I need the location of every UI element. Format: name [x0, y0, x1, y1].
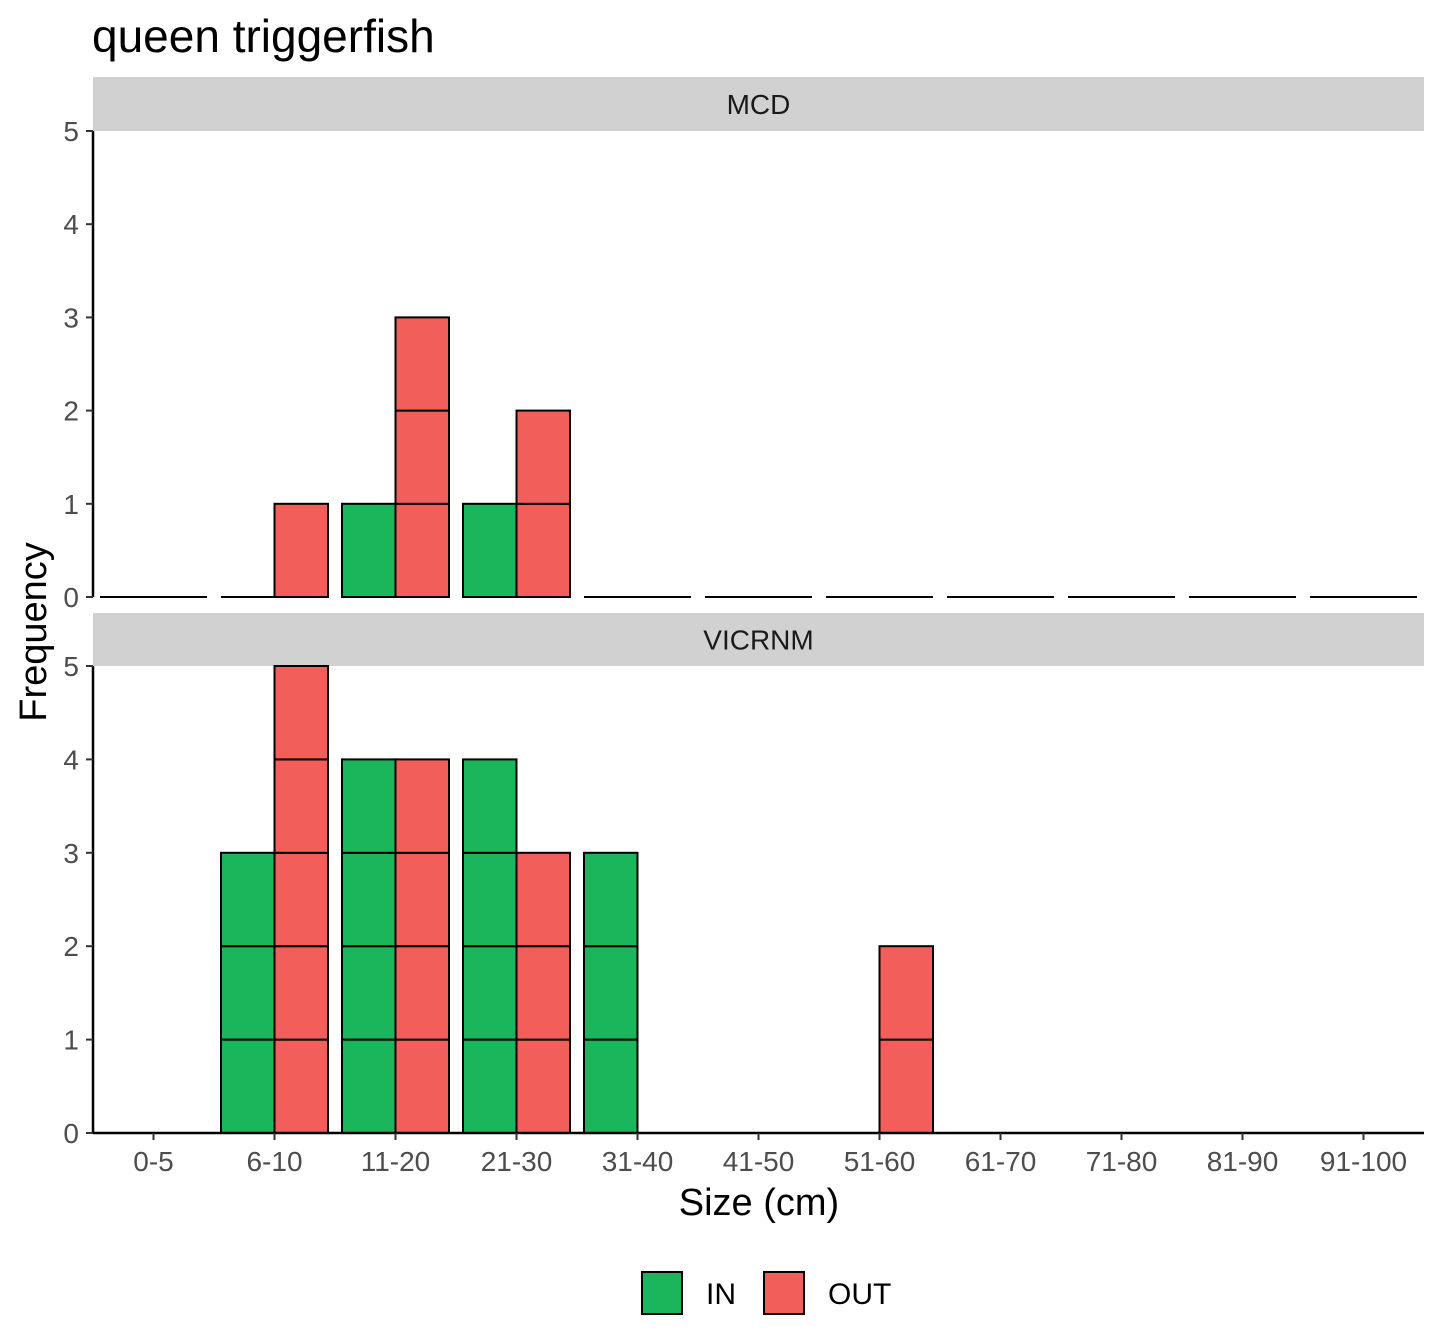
y-tick-label: 1	[63, 489, 79, 520]
y-axis-title: Frequency	[13, 542, 55, 722]
legend: IN OUT	[641, 1271, 891, 1315]
bar-out	[273, 1038, 329, 1134]
bar-out	[878, 945, 934, 1041]
bar-out	[515, 502, 571, 598]
y-tick-label: 3	[63, 302, 79, 333]
y-tick-label: 4	[63, 744, 79, 775]
bar-out	[515, 1038, 571, 1134]
bar-in	[220, 945, 276, 1041]
legend-key-out	[763, 1271, 805, 1315]
y-tick-label: 3	[63, 838, 79, 869]
y-tick-label: 2	[63, 396, 79, 427]
bar-in	[462, 758, 518, 854]
y-tick-label: 0	[63, 582, 79, 613]
bar-out	[273, 758, 329, 854]
x-tick-label: 0-5	[133, 1146, 173, 1177]
bar-in	[341, 945, 397, 1041]
bar-in	[583, 1038, 639, 1134]
facet-strip-label: VICRNM	[703, 625, 813, 656]
bar-out	[394, 1038, 450, 1134]
x-tick-label: 51-60	[844, 1146, 916, 1177]
x-tick-label: 11-20	[361, 1146, 431, 1177]
bar-out	[273, 945, 329, 1041]
bar-in	[341, 851, 397, 948]
bar-in	[220, 851, 276, 948]
facet-strip-label: MCD	[727, 89, 791, 120]
x-tick-label: 81-90	[1207, 1146, 1279, 1177]
x-tick-label: 71-80	[1086, 1146, 1158, 1177]
x-axis-title: Size (cm)	[679, 1182, 839, 1224]
bar-out	[515, 945, 571, 1041]
bar-out	[394, 502, 450, 598]
bar-out	[515, 409, 571, 505]
bar-in	[462, 851, 518, 948]
bar-in	[462, 502, 518, 598]
bar-in	[341, 1038, 397, 1134]
bar-in	[462, 945, 518, 1041]
x-tick-label: 6-10	[246, 1146, 302, 1177]
bar-out	[394, 316, 450, 412]
legend-label-in: IN	[706, 1278, 736, 1311]
panel-vicrnm: VICRNM 0 1 2 3 4 5 0-5 6-10 11-20 21-30 31-40 41-50 5…	[63, 613, 1424, 1177]
x-tick-label: 21-30	[481, 1146, 553, 1177]
bar-in	[341, 502, 397, 598]
bar-out	[394, 851, 450, 948]
y-tick-label: 5	[63, 116, 79, 147]
bar-in	[462, 1038, 518, 1134]
bar-in	[341, 758, 397, 854]
y-tick-label: 0	[63, 1118, 79, 1149]
y-tick-label: 4	[63, 209, 79, 240]
legend-label-out: OUT	[828, 1278, 891, 1311]
facet-strip	[93, 77, 1424, 131]
bar-out	[394, 945, 450, 1041]
facet-panels: MCD 0 1 2 3 4 5 VICRNM 0 1 2 3 4 5 0-5 6-10 11-20 21-30 31…	[63, 77, 1424, 1177]
bar-out	[273, 502, 329, 598]
y-tick-label: 1	[63, 1025, 79, 1056]
bar-out	[273, 851, 329, 948]
bar-out	[394, 758, 450, 854]
bar-in	[220, 1038, 276, 1134]
facet-strip	[93, 613, 1424, 666]
bar-out	[515, 851, 571, 948]
x-tick-label: 41-50	[723, 1146, 795, 1177]
x-tick-label: 91-100	[1320, 1146, 1407, 1177]
bar-out	[878, 1038, 934, 1134]
chart-title: queen triggerfish	[92, 10, 435, 62]
bar-out	[394, 409, 450, 505]
bar-out	[273, 665, 329, 761]
bar-in	[583, 851, 639, 948]
y-tick-label: 2	[63, 931, 79, 962]
y-tick-label: 5	[63, 651, 79, 682]
bar-in	[583, 945, 639, 1041]
legend-key-in	[641, 1271, 683, 1315]
x-tick-label: 61-70	[965, 1146, 1037, 1177]
x-tick-label: 31-40	[602, 1146, 674, 1177]
panel-mcd: MCD 0 1 2 3 4 5	[63, 77, 1424, 613]
